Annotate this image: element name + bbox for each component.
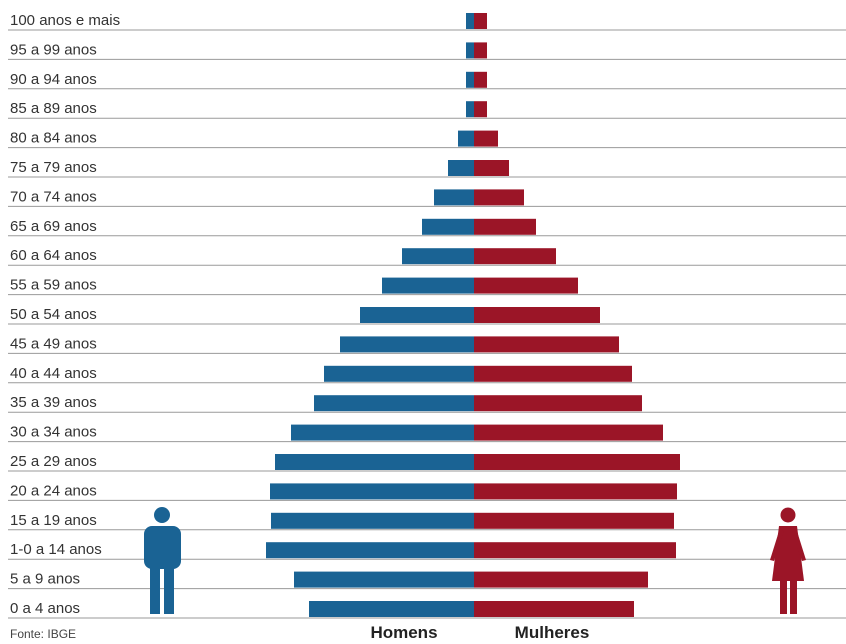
age-group-label: 0 a 4 anos <box>10 600 80 617</box>
age-group-label: 95 a 99 anos <box>10 41 97 58</box>
bar-homens <box>294 571 474 588</box>
age-group-label: 1-0 a 14 anos <box>10 541 102 558</box>
bar-mulheres <box>474 130 498 147</box>
bar-mulheres <box>474 277 578 294</box>
male-person-icon <box>144 507 181 614</box>
bar-mulheres <box>474 395 642 412</box>
age-group-label: 35 a 39 anos <box>10 394 97 411</box>
bar-homens <box>466 42 474 59</box>
age-group-label: 45 a 49 anos <box>10 335 97 352</box>
bar-homens <box>434 189 474 206</box>
legend-mulheres: Mulheres <box>515 623 590 642</box>
bar-mulheres <box>474 483 677 500</box>
legend-homens: Homens <box>370 623 437 642</box>
age-group-label: 15 a 19 anos <box>10 512 97 529</box>
bar-mulheres <box>474 512 674 529</box>
bar-homens <box>266 542 474 559</box>
bar-mulheres <box>474 218 536 235</box>
bar-homens <box>270 483 474 500</box>
bar-homens <box>314 395 474 412</box>
bar-homens <box>466 101 474 118</box>
age-group-label: 5 a 9 anos <box>10 571 80 588</box>
bar-homens <box>458 130 474 147</box>
bar-homens <box>340 336 474 353</box>
bar-mulheres <box>474 454 680 470</box>
bar-mulheres <box>474 101 487 118</box>
age-group-label: 100 anos e mais <box>10 12 120 29</box>
bar-mulheres <box>474 571 648 588</box>
bar-homens <box>448 160 474 176</box>
age-group-label: 80 a 84 anos <box>10 130 97 147</box>
bar-mulheres <box>474 307 600 323</box>
bar-homens <box>466 13 474 29</box>
bar-mulheres <box>474 365 632 382</box>
bar-mulheres <box>474 189 524 206</box>
bar-homens <box>422 218 474 235</box>
bar-mulheres <box>474 71 487 88</box>
bar-homens <box>382 277 474 294</box>
age-group-label: 90 a 94 anos <box>10 71 97 88</box>
bar-homens <box>402 248 474 265</box>
bar-mulheres <box>474 42 487 59</box>
bar-mulheres <box>474 336 619 353</box>
age-group-label: 55 a 59 anos <box>10 277 97 294</box>
female-person-icon <box>770 507 806 614</box>
bar-homens <box>324 365 474 382</box>
bar-homens <box>271 512 474 529</box>
age-group-label: 20 a 24 anos <box>10 482 97 499</box>
chart-rows: 100 anos e mais 95 a 99 anos 90 a 94 anos 8… <box>8 12 846 619</box>
bar-mulheres <box>474 248 556 265</box>
age-group-label: 75 a 79 anos <box>10 159 97 176</box>
bar-homens <box>360 307 474 323</box>
age-group-label: 60 a 64 anos <box>10 247 97 264</box>
age-group-label: 25 a 29 anos <box>10 453 97 470</box>
age-group-label: 65 a 69 anos <box>10 218 97 235</box>
bar-homens <box>309 601 474 617</box>
age-group-label: 50 a 54 anos <box>10 306 97 323</box>
source-label: Fonte: IBGE <box>10 627 76 641</box>
bar-homens <box>275 454 474 470</box>
age-group-label: 40 a 44 anos <box>10 365 97 382</box>
age-group-label: 70 a 74 anos <box>10 188 97 205</box>
bar-mulheres <box>474 13 487 29</box>
bar-mulheres <box>474 542 676 559</box>
bar-homens <box>466 71 474 88</box>
age-group-label: 30 a 34 anos <box>10 424 97 441</box>
age-group-label: 85 a 89 anos <box>10 100 97 117</box>
bar-mulheres <box>474 601 634 617</box>
bar-homens <box>291 424 474 441</box>
bar-mulheres <box>474 424 663 441</box>
bar-mulheres <box>474 160 509 176</box>
